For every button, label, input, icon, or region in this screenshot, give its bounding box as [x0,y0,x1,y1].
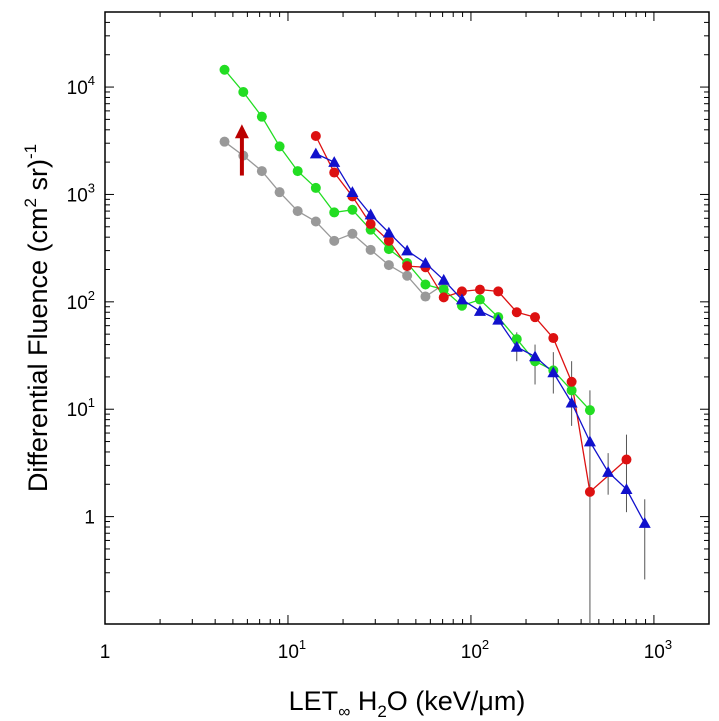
data-point [602,466,615,477]
data-point [256,111,267,122]
y-tick-label: 101 [67,395,95,421]
x-tick-label: 102 [461,637,489,663]
data-point [566,376,577,387]
y-tick-label: 102 [67,288,95,314]
x-tick-label: 1 [100,642,111,663]
plot-frame [104,11,710,625]
y-tick-label: 104 [67,73,95,99]
data-point [364,208,377,220]
data-point [565,396,578,408]
data-point [329,207,340,218]
data-point [420,291,431,302]
data-point [383,235,394,246]
data-point [219,136,230,147]
data-point [256,166,267,177]
data-point [365,219,376,230]
data-point [420,279,431,290]
data-point [419,256,432,268]
data-point [274,141,285,152]
data-point [328,156,341,167]
data-point [365,244,376,255]
data-point [310,182,321,193]
data-point [621,454,632,465]
data-point [346,186,359,197]
data-point [547,366,560,378]
series-lines [224,69,646,524]
data-point [583,435,596,447]
data-point [473,305,486,316]
data-point [292,206,303,217]
annotations [234,124,249,176]
error-bars [516,332,646,624]
data-point [493,286,504,297]
data-point [638,517,651,528]
data-point [437,273,450,285]
data-point [548,333,559,344]
axis-ticks [104,11,710,625]
data-point [310,131,321,142]
x-tick-label: 101 [278,637,306,663]
tick-labels: 1 101 102 103 1 101 102 103 104 [67,73,672,663]
data-point [310,216,321,227]
data-point [584,405,595,416]
y-tick-label: 103 [67,180,95,206]
data-point [529,350,542,362]
data-point [474,284,485,295]
data-point [474,294,485,305]
data-point [329,167,340,178]
data-point [402,261,413,272]
y-tick-label: 1 [84,508,95,529]
data-point [511,307,522,318]
x-axis-title: LET∞ H2O (keV/μm) [289,686,526,721]
data-markers [219,64,651,528]
data-point [438,292,449,303]
data-point [530,312,541,323]
data-point [401,244,414,256]
up-arrow-head [234,124,249,139]
data-point [383,260,394,271]
data-point [219,64,230,75]
y-axis-title: Differential Fluence (cm2 sr)-1 [21,144,53,492]
data-point [584,486,595,497]
data-point [492,313,505,325]
data-point [329,235,340,246]
data-point [309,147,322,159]
data-point [347,228,358,239]
data-point [566,385,577,396]
data-point [292,166,303,177]
series-line-3 [315,153,646,524]
data-point [402,270,413,281]
data-point [383,244,394,255]
data-point [510,340,523,352]
data-point [274,187,285,198]
data-point [438,284,449,295]
data-point [620,483,633,494]
data-point [347,204,358,215]
x-tick-label: 103 [644,637,672,663]
data-point [511,334,522,345]
data-point [238,86,249,97]
data-point [455,293,468,305]
series-line-2 [315,135,627,494]
data-point [382,226,395,238]
data-point [456,286,467,297]
